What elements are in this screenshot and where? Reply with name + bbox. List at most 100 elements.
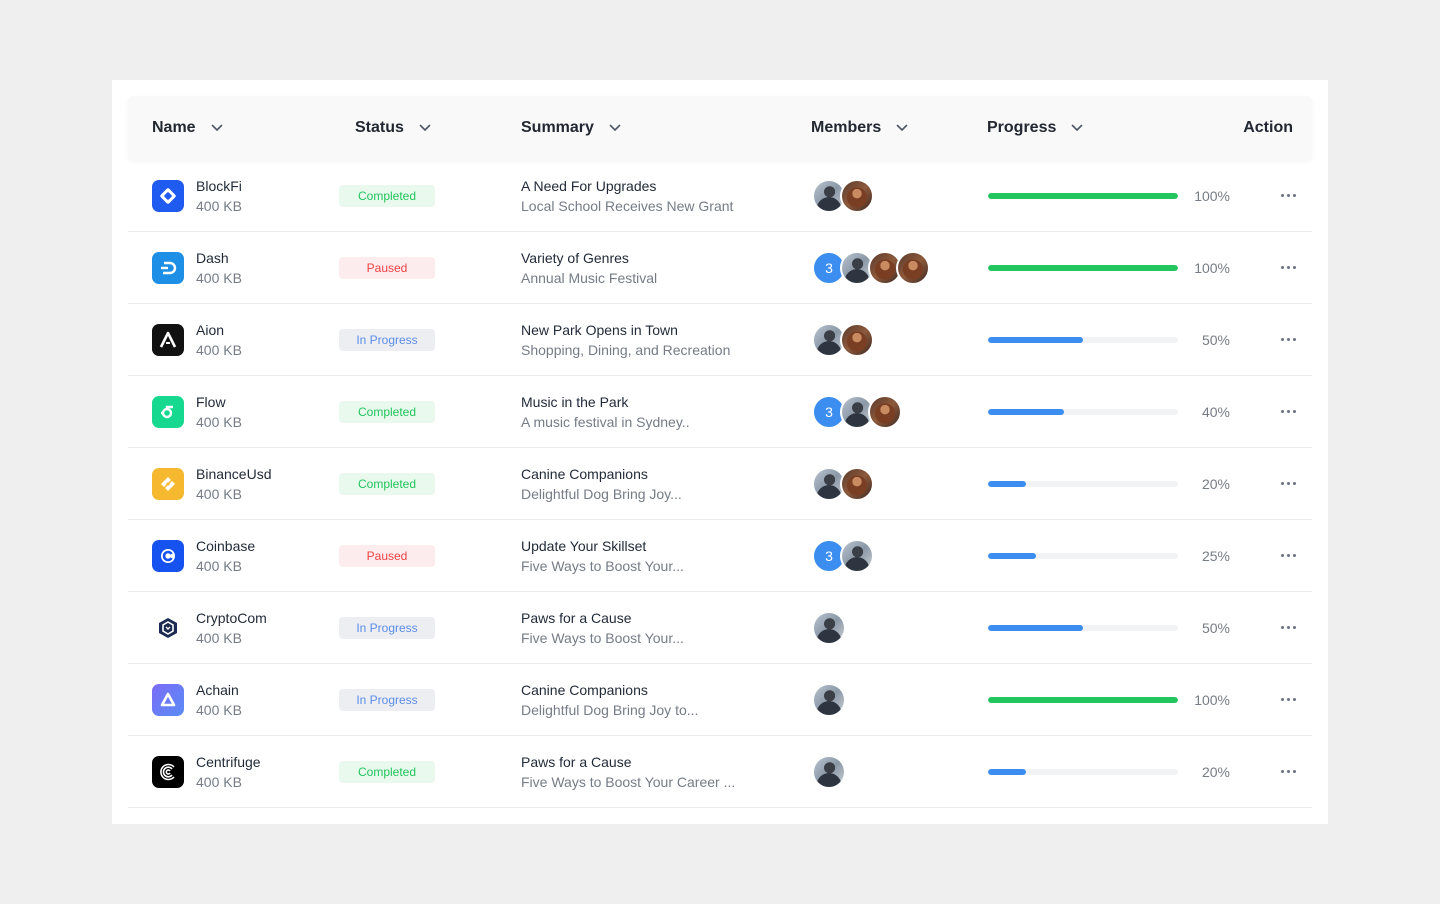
column-header-status[interactable]: Status [355,96,432,160]
action-cell [1268,664,1308,735]
more-options-icon[interactable] [1280,266,1296,269]
item-name: CryptoCom [196,609,267,626]
status-cell: In Progress [339,304,459,375]
more-options-icon[interactable] [1280,698,1296,701]
status-badge: Completed [339,760,435,783]
more-options-icon[interactable] [1280,410,1296,413]
column-header-action: Action [1243,96,1293,160]
summary-subtitle: Shopping, Dining, and Recreation [521,341,731,358]
chevron-down-icon [1070,121,1084,135]
table-row[interactable]: BlockFi 400 KB Completed A Need For Upgr… [128,160,1312,232]
status-cell: Completed [339,376,459,447]
item-name: Centrifuge [196,753,261,770]
progress-bar-fill [988,552,1036,559]
avatar-group[interactable] [812,682,846,717]
table-body: BlockFi 400 KB Completed A Need For Upgr… [128,160,1312,808]
more-options-icon[interactable] [1280,338,1296,341]
more-options-icon[interactable] [1280,770,1296,773]
table-row[interactable]: BinanceUsd 400 KB Completed Canine Compa… [128,448,1312,520]
table-row[interactable]: Centrifuge 400 KB Completed Paws for a C… [128,736,1312,808]
avatar-group[interactable] [812,610,846,645]
cryptocom-logo-icon [152,611,184,644]
name-cell: Flow 400 KB [152,376,332,447]
member-avatar[interactable] [896,250,930,285]
member-avatar[interactable] [840,250,874,285]
avatar-group[interactable]: 3 [812,394,902,429]
summary-cell: Paws for a Cause Five Ways to Boost Your… [521,592,791,663]
item-size: 400 KB [196,773,242,790]
member-avatar[interactable] [868,394,902,429]
more-options-icon[interactable] [1280,626,1296,629]
item-size: 400 KB [196,485,242,502]
status-cell: Completed [339,736,459,807]
item-size: 400 KB [196,341,242,358]
progress-percent: 50% [1201,331,1230,348]
action-cell [1268,304,1308,375]
avatar-group[interactable] [812,754,846,789]
column-header-members[interactable]: Members [811,96,909,160]
avatar-group[interactable] [812,178,874,213]
column-header-status-label: Status [355,119,404,136]
table-row[interactable]: CryptoCom 400 KB In Progress Paws for a … [128,592,1312,664]
progress-percent: 50% [1201,619,1230,636]
progress-bar [988,264,1178,271]
member-avatar[interactable] [840,538,874,573]
chevron-down-icon [418,121,432,135]
progress-percent: 20% [1201,763,1230,780]
avatar-group[interactable]: 3 [812,538,874,573]
summary-cell: Paws for a Cause Five Ways to Boost Your… [521,736,791,807]
progress-percent: 20% [1201,475,1230,492]
progress-percent: 40% [1201,403,1230,420]
member-avatar[interactable] [812,178,846,213]
progress-bar-fill [988,696,1178,703]
member-avatar[interactable] [812,610,846,645]
table-row[interactable]: Coinbase 400 KB Paused Update Your Skill… [128,520,1312,592]
data-table: Name Status Summary Members Progress Act… [128,96,1312,808]
summary-cell: Variety of Genres Annual Music Festival [521,232,791,303]
status-cell: Paused [339,520,459,591]
table-row[interactable]: Dash 400 KB Paused Variety of Genres Ann… [128,232,1312,304]
progress-bar [988,336,1178,343]
progress-percent: 100% [1194,187,1230,204]
progress-bar-fill [988,624,1083,631]
avatar-group[interactable] [812,322,874,357]
name-cell: BlockFi 400 KB [152,160,332,231]
progress-cell: 20% [988,448,1238,519]
table-row[interactable]: Aion 400 KB In Progress New Park Opens i… [128,304,1312,376]
progress-bar [988,480,1178,487]
avatar-group[interactable] [812,466,874,501]
summary-title: Paws for a Cause [521,609,632,626]
member-avatar[interactable] [812,682,846,717]
progress-bar-fill [988,408,1064,415]
progress-cell: 100% [988,232,1238,303]
blockfi-logo-icon [152,179,184,212]
more-options-icon[interactable] [1280,482,1296,485]
name-cell: Dash 400 KB [152,232,332,303]
summary-subtitle: A music festival in Sydney.. [521,413,690,430]
more-options-icon[interactable] [1280,194,1296,197]
member-avatar[interactable] [840,178,874,213]
table-row[interactable]: Flow 400 KB Completed Music in the Park … [128,376,1312,448]
members-cell: 3 [812,232,972,303]
chevron-down-icon [210,121,224,135]
member-avatar[interactable] [812,754,846,789]
column-header-name[interactable]: Name [152,96,224,160]
action-cell [1268,448,1308,519]
member-avatar[interactable] [840,322,874,357]
column-header-progress[interactable]: Progress [987,96,1084,160]
item-size: 400 KB [196,269,242,286]
avatar-group[interactable]: 3 [812,250,930,285]
more-options-icon[interactable] [1280,554,1296,557]
item-name: BlockFi [196,177,242,194]
table-row[interactable]: Achain 400 KB In Progress Canine Compani… [128,664,1312,736]
action-cell [1268,736,1308,807]
progress-cell: 50% [988,304,1238,375]
action-cell [1268,592,1308,663]
column-header-summary-label: Summary [521,119,594,136]
chevron-down-icon [895,121,909,135]
table-card: Name Status Summary Members Progress Act… [112,80,1328,824]
member-avatar[interactable] [840,466,874,501]
progress-cell: 25% [988,520,1238,591]
summary-subtitle: Annual Music Festival [521,269,658,286]
column-header-summary[interactable]: Summary [521,96,622,160]
